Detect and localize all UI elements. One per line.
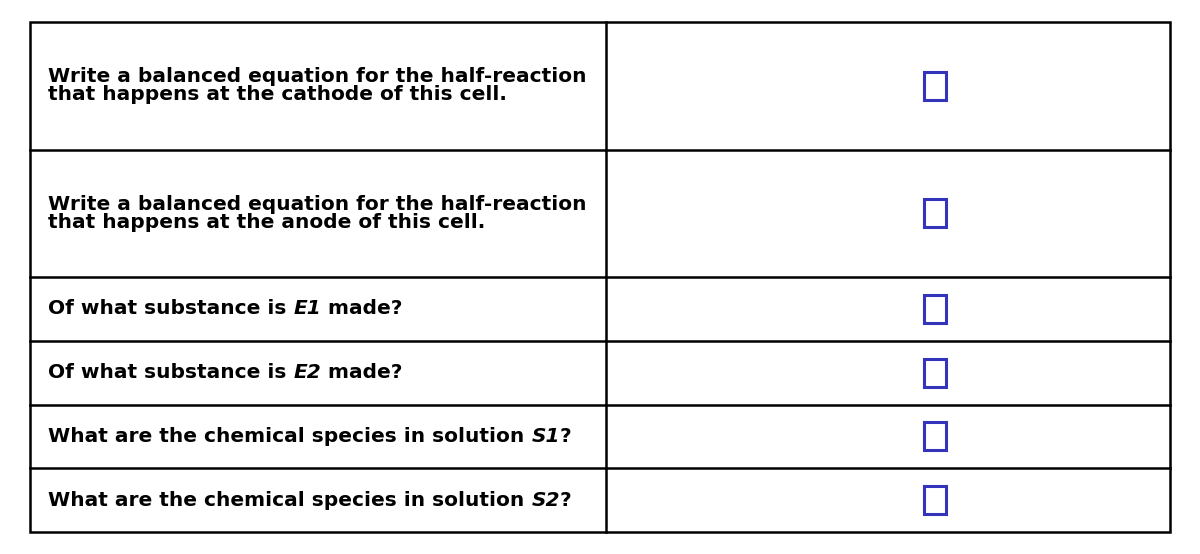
- Text: Write a balanced equation for the half-reaction: Write a balanced equation for the half-r…: [48, 68, 587, 86]
- Bar: [924, 422, 947, 450]
- Text: S1: S1: [532, 427, 559, 446]
- Bar: [924, 199, 947, 227]
- Text: E1: E1: [293, 299, 322, 319]
- Text: Write a balanced equation for the half-reaction: Write a balanced equation for the half-r…: [48, 195, 587, 214]
- Text: E2: E2: [293, 363, 322, 382]
- Bar: [924, 486, 947, 514]
- Text: made?: made?: [322, 299, 402, 319]
- Text: ?: ?: [559, 427, 571, 446]
- Text: What are the chemical species in solution: What are the chemical species in solutio…: [48, 427, 532, 446]
- Text: that happens at the anode of this cell.: that happens at the anode of this cell.: [48, 213, 485, 232]
- Text: Of what substance is: Of what substance is: [48, 363, 293, 382]
- Text: Of what substance is: Of what substance is: [48, 299, 293, 319]
- Text: What are the chemical species in solution: What are the chemical species in solutio…: [48, 491, 532, 510]
- Text: made?: made?: [322, 363, 402, 382]
- Text: ?: ?: [559, 491, 571, 510]
- Bar: [924, 72, 947, 100]
- Text: that happens at the cathode of this cell.: that happens at the cathode of this cell…: [48, 85, 506, 104]
- Text: S2: S2: [532, 491, 559, 510]
- Bar: [924, 358, 947, 387]
- Bar: [924, 295, 947, 323]
